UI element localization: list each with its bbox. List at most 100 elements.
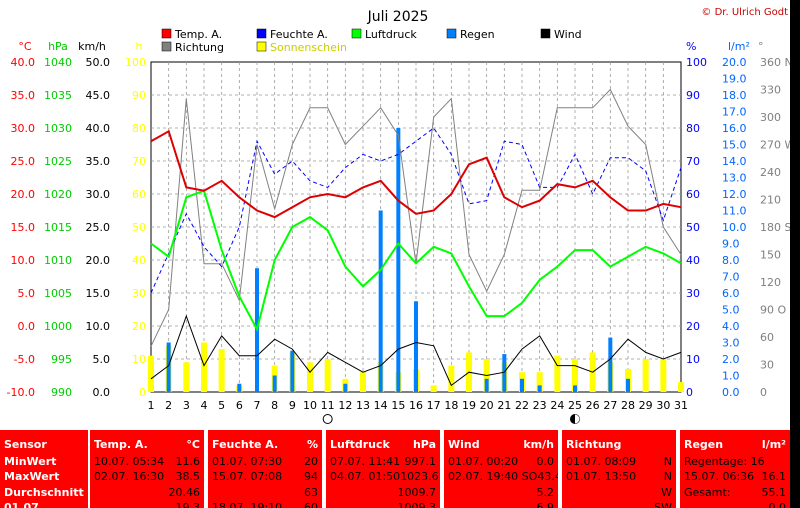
x-tick-label: 29 — [639, 399, 653, 412]
axis-tick-label: 1035 — [44, 89, 72, 102]
axis-tick-label: 11.0 — [722, 205, 747, 218]
axis-tick-label: 9.0 — [722, 238, 740, 251]
rain-bar — [484, 378, 489, 392]
table-column: Regen l/m² Regentage: 16 15.07. 06:36 16.1 Ge… — [680, 430, 790, 508]
axis-tick-label: 10 — [132, 353, 146, 366]
cell-detail: 18.07. 19:10 — [212, 501, 283, 508]
column-header: Luftdruck hPa — [330, 438, 436, 451]
axis-tick-label: 18.0 — [722, 89, 747, 102]
x-tick-label: 7 — [254, 399, 261, 412]
axis-tick-label: 180 S — [760, 221, 791, 234]
sunshine-bar — [307, 362, 313, 392]
axis-tick-label: 100 — [686, 56, 707, 69]
new-moon-highlight — [575, 414, 580, 424]
cell-value: 63 — [304, 486, 318, 499]
legend-label: Regen — [460, 28, 495, 41]
cell-value: 0.0 — [536, 455, 555, 468]
rain-bar — [626, 378, 630, 392]
x-tick-label: 20 — [480, 399, 494, 412]
pressure-line — [150, 189, 682, 333]
axis-tick-label: 240 — [760, 166, 781, 179]
axis-tick-label: 90 O — [760, 304, 786, 317]
sunshine-bar — [536, 372, 543, 392]
axis-tick-label: 990 — [51, 386, 72, 399]
table-cell: 20.46 — [94, 486, 201, 499]
cell-value: 6.9 — [536, 501, 555, 508]
sunshine-bar — [218, 349, 225, 392]
temperature-line — [150, 129, 682, 219]
sunshine-bar — [201, 342, 207, 392]
x-tick-label: 17 — [427, 399, 441, 412]
sunshine-bar — [183, 362, 190, 392]
column-unit: km/h — [523, 438, 554, 451]
axis-tick-label: 8.0 — [722, 254, 740, 267]
axis-tick-label: 50 — [686, 221, 700, 234]
cell-detail: 01.07. 07:30 — [212, 455, 283, 468]
column-title: Wind — [448, 438, 480, 451]
axis-tick-label: 20.0 — [11, 188, 36, 201]
x-tick-label: 31 — [674, 399, 688, 412]
axis-tick-label: 120 — [760, 276, 781, 289]
cell-detail: 01.07. 00:20 — [448, 455, 519, 468]
axis-tick-label: 360 N — [760, 56, 793, 69]
table-cell: 01.07. 07:30 20 — [212, 455, 318, 468]
cell-value: 5.2 — [536, 486, 555, 499]
axis-tick-label: 60 — [686, 188, 700, 201]
row-label: 01.07. — [4, 501, 43, 508]
axis-tick-label: 20.0 — [86, 254, 111, 267]
axis-tick-label: 80 — [686, 122, 700, 135]
x-tick-label: 23 — [533, 399, 547, 412]
x-tick-label: 8 — [271, 399, 278, 412]
sunshine-bar — [324, 359, 331, 392]
x-tick-label: 4 — [201, 399, 208, 412]
axis-tick-label: 30 — [132, 287, 146, 300]
axis-tick-label: 5.0 — [93, 353, 111, 366]
sunshine-bar — [148, 355, 154, 392]
legend-label: Wind — [554, 28, 582, 41]
axis-tick-label: 70 — [132, 155, 146, 168]
x-tick-label: 13 — [356, 399, 370, 412]
table-cell: W — [566, 486, 672, 499]
x-tick-label: 1 — [148, 399, 155, 412]
axis-tick-label: 35.0 — [11, 89, 36, 102]
table-cell: 02.07. 16:30 38.5 — [94, 470, 200, 483]
rain-bar — [396, 128, 401, 392]
axis-tick-label: 60 — [760, 331, 774, 344]
table-cell: 63 — [212, 486, 318, 499]
axis-tick-label: 30.0 — [86, 188, 111, 201]
x-tick-label: 3 — [183, 399, 190, 412]
x-tick-label: 5 — [218, 399, 225, 412]
x-tick-label: 2 — [165, 399, 172, 412]
axis-tick-label: 995 — [51, 353, 72, 366]
table-cell: 07.07. 11:41 997.1 — [330, 455, 436, 468]
axis-unit-label: % — [686, 40, 696, 53]
axis-tick-label: 80 — [132, 122, 146, 135]
cell-value: 0.0 — [768, 501, 787, 508]
cell-value: 997.1 — [404, 455, 437, 468]
axis-tick-label: 1025 — [44, 155, 72, 168]
axis-unit-label: km/h — [78, 40, 106, 53]
axis-tick-label: 0.0 — [722, 386, 740, 399]
legend-swatch — [351, 28, 362, 39]
cell-value: W — [661, 486, 672, 499]
cell-value: 60 — [304, 501, 318, 508]
table-cell: 0.0 — [684, 501, 787, 508]
axis-tick-label: 19.0 — [722, 73, 747, 86]
cell-value: 1009.7 — [397, 486, 437, 499]
x-tick-label: 9 — [289, 399, 296, 412]
sunshine-bar — [430, 385, 437, 392]
column-header: Feuchte A.% — [212, 438, 318, 451]
axis-tick-label: 70 — [686, 155, 700, 168]
axis-tick-label: 40 — [686, 254, 700, 267]
axis-tick-label: 6.0 — [722, 287, 740, 300]
legend-label: Sonnenschein — [270, 41, 347, 54]
table-cell: 18.07. 19:10 60 — [212, 501, 318, 508]
axis-tick-label: 210 — [760, 194, 781, 207]
cell-detail: Gesamt: — [684, 486, 731, 499]
column-header: Regen l/m² — [684, 438, 786, 451]
axis-tick-label: 12.0 — [722, 188, 747, 201]
axis-tick-label: 35.0 — [86, 155, 111, 168]
axis-tick-label: 0 — [686, 386, 693, 399]
column-header: Wind km/h — [448, 438, 554, 451]
rain-bar — [537, 385, 542, 392]
